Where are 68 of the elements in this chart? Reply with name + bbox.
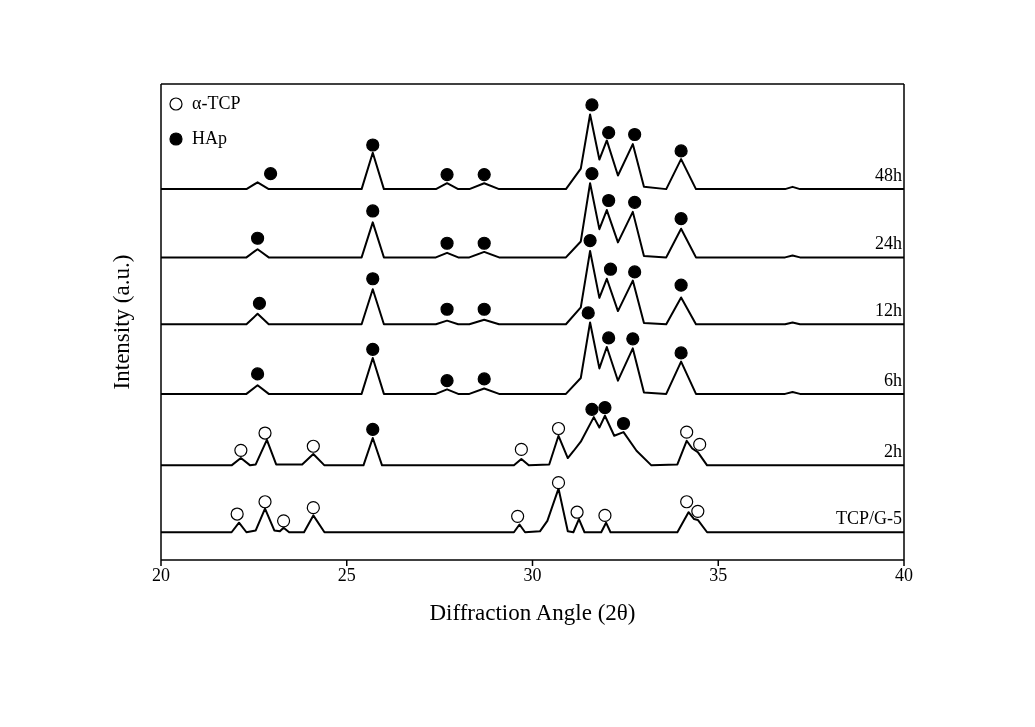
x-tick-label: 20 <box>152 564 170 585</box>
point <box>306 439 320 453</box>
x-tick-label: 35 <box>709 564 728 585</box>
point <box>603 262 618 276</box>
point <box>674 278 688 292</box>
point <box>477 372 491 386</box>
y-axis-title: Intensity (a.u.) <box>109 254 135 390</box>
point <box>626 332 640 346</box>
point <box>602 126 616 140</box>
point <box>234 443 248 457</box>
point <box>628 127 642 142</box>
point <box>674 144 688 158</box>
point <box>598 400 612 415</box>
point <box>674 212 688 226</box>
series-label: 2h <box>884 441 902 462</box>
point <box>477 302 491 316</box>
point <box>514 442 528 457</box>
point <box>691 504 705 518</box>
point <box>250 367 265 381</box>
point <box>570 505 584 519</box>
point <box>674 346 688 360</box>
point <box>258 495 272 509</box>
point <box>602 331 616 345</box>
point <box>581 306 595 320</box>
point <box>366 342 380 356</box>
point <box>440 374 454 388</box>
point <box>628 195 642 209</box>
point <box>366 204 380 218</box>
point <box>616 416 631 431</box>
point <box>440 167 454 182</box>
series-label: 6h <box>884 369 902 390</box>
point <box>511 509 525 523</box>
series-label: 24h <box>875 233 902 254</box>
point <box>250 231 265 245</box>
legend-label: HAp <box>192 128 227 149</box>
point <box>263 167 278 181</box>
series-label: 48h <box>875 165 902 186</box>
point <box>585 167 599 181</box>
legend-label: α-TCP <box>192 93 241 114</box>
point <box>598 508 612 522</box>
x-axis-title: Diffraction Angle (2θ) <box>429 600 636 625</box>
point <box>366 138 380 152</box>
point <box>477 236 491 250</box>
point <box>680 495 694 509</box>
x-tick-label: 25 <box>337 564 356 585</box>
point <box>477 167 491 182</box>
point <box>585 402 599 416</box>
point <box>693 437 707 452</box>
x-tick-label: 30 <box>523 564 542 585</box>
point <box>680 425 694 439</box>
point <box>366 422 380 436</box>
point <box>628 265 642 279</box>
point <box>440 236 454 250</box>
point <box>583 233 597 248</box>
point <box>602 193 616 208</box>
point <box>306 501 320 515</box>
series-label: 12h <box>875 300 902 321</box>
point <box>230 507 244 521</box>
x-tick-label: 40 <box>895 564 913 585</box>
point <box>252 296 267 310</box>
point <box>277 514 291 528</box>
point <box>551 476 566 490</box>
series-label: TCP/G-5 <box>835 508 902 529</box>
point <box>585 98 599 112</box>
point <box>440 302 454 316</box>
point <box>366 272 380 286</box>
point <box>258 426 272 440</box>
point <box>551 421 566 436</box>
